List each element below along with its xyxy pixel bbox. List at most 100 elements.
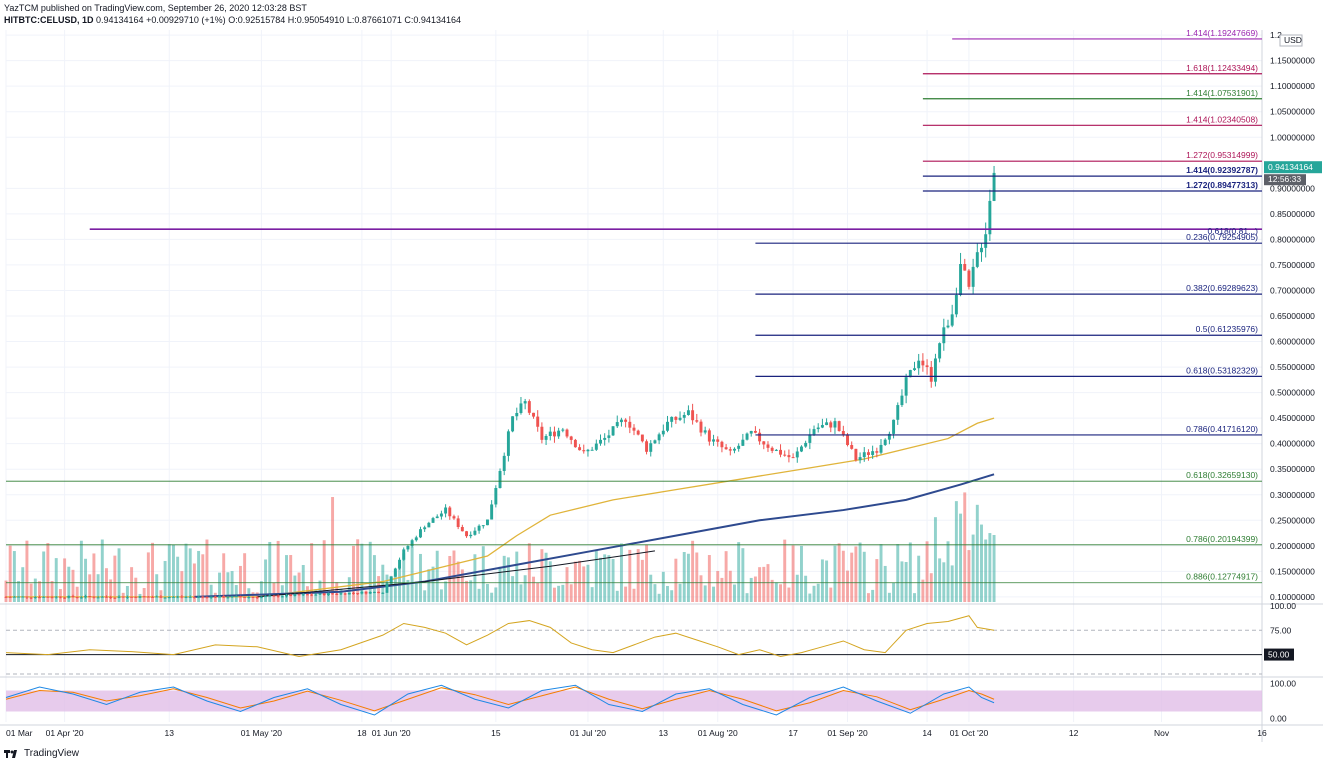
volume-bar [205,539,209,602]
candle-body [197,596,201,598]
volume-bar [632,588,636,602]
candle-body [130,596,134,598]
price-tick-label: 0.50000000 [1270,388,1315,398]
volume-bar [959,513,963,602]
candle-body [419,529,422,538]
candle-body [628,421,632,428]
candle-body [871,451,875,455]
candle-body [490,504,494,520]
volume-bar [372,555,376,602]
candle-body [251,596,255,598]
time-tick-label: 01 Jun '20 [372,728,411,738]
candle-body [243,596,247,598]
volume-bar [925,541,929,602]
volume-bar [230,571,234,602]
candle-body [607,435,611,438]
time-axis[interactable]: 01 Mar 01 Apr '20 13 01 May '20 18 01 Jun '20… [6,728,1267,738]
candle-body [113,597,117,599]
candle-body [17,596,21,598]
candle-body [611,426,615,436]
volume-bar [896,544,900,602]
volume-bar [628,549,632,602]
price-tick-label: 0.85000000 [1270,209,1315,219]
volume-bar [381,564,385,602]
volume-bar [783,539,787,602]
volume-bar [289,555,293,602]
volume-bar [938,558,942,602]
candle-body [71,595,75,598]
candle-body [578,447,582,451]
volume-bar [532,576,535,602]
stoch-tick-label: 0.00 [1270,714,1287,724]
volume-bar [753,576,757,602]
volume-bar [607,555,611,602]
candle-body [234,596,238,598]
candle-body [917,360,921,369]
high-value: H:0.95054910 [287,15,345,25]
candle-body [414,537,418,541]
volume-bar [368,541,372,602]
candle-body [377,591,381,594]
candle-body [460,527,464,532]
volume-bar [67,566,71,602]
candle-body [180,596,184,598]
candle-body [532,412,535,417]
volume-bar [603,554,607,602]
volume-bar [615,590,619,602]
candle-body [741,439,745,446]
candle-body [222,595,226,598]
candle-body [820,425,824,428]
candle-body [42,596,46,598]
candle-body [335,593,339,595]
candle-body [38,597,41,599]
candle-body [356,593,360,595]
candle-body [758,432,762,442]
fib-label: 1.414(1.19247669) [1186,28,1258,38]
candle-body [125,596,129,598]
candle-body [582,450,586,452]
candle-body [649,443,653,452]
volume-bar [544,552,548,602]
volume-bar [322,540,326,602]
candle-body [427,522,431,528]
candle-body [682,414,686,418]
volume-bar [536,582,540,602]
price-chart[interactable]: 1.414(1.19247669) 1.618(1.12433494) 1.414(… [0,0,1323,746]
volume-bar [502,555,506,602]
candle-body [184,596,188,598]
candle-body [653,440,657,444]
volume-bar [703,585,707,602]
price-axis[interactable]: 1.2 1.15000000 1.10000000 1.05000000 1.00000… [1264,30,1322,602]
candle-body [615,422,619,427]
candle-body [12,596,16,598]
candle-body [816,427,820,430]
volume-bar [586,564,590,602]
candle-body [954,295,958,315]
candle-body [804,442,808,447]
volume-bar [883,565,887,602]
volume-bar [364,590,368,602]
candle-body [105,596,108,598]
volume-bar [423,590,427,602]
volume-bar [578,560,582,602]
candle-body [188,596,192,598]
volume-bar [691,540,695,602]
candle-body [619,419,623,423]
candle-body [46,596,50,598]
candle-body [875,451,879,453]
time-tick-label: 01 May '20 [241,728,283,738]
volume-bar [272,582,276,602]
volume-bar [293,575,297,602]
rsi-tick-label: 100.00 [1270,601,1296,611]
price-tick-label: 0.55000000 [1270,362,1315,372]
volume-bar [565,567,569,602]
candle-body [159,596,163,598]
candle-body [465,531,468,537]
candle-body [523,401,527,404]
volume-bar [871,589,875,602]
candle-body [352,592,355,594]
candle-body [205,596,209,598]
volume-bar [611,558,615,602]
volume-bar [971,534,975,602]
stoch-tick-label: 100.00 [1270,679,1296,689]
